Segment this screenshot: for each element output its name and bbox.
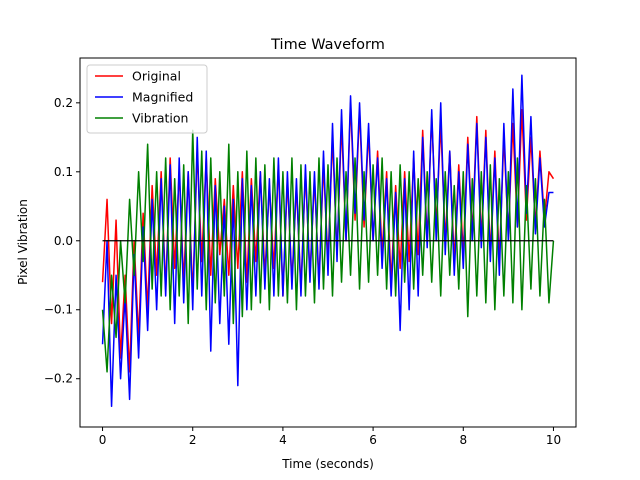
chart-title: Time Waveform [270, 37, 385, 53]
series-line-magnified [101, 74, 554, 408]
y-tick-label: −0.1 [44, 303, 73, 317]
x-tick-label: 0 [99, 433, 107, 447]
legend-box [86, 64, 208, 134]
legend: Original Magnified Vibration [86, 64, 208, 134]
legend-label-magnified: Magnified [132, 90, 193, 105]
y-tick-label: 0.0 [54, 234, 73, 248]
y-tick-label: −0.2 [44, 372, 73, 386]
x-axis-label: Time (seconds) [281, 457, 374, 471]
x-tick-label: 10 [546, 433, 561, 447]
x-tick-label: 8 [459, 433, 467, 447]
x-tick-label: 4 [279, 433, 287, 447]
legend-label-vibration: Vibration [132, 111, 188, 126]
y-tick-label: 0.1 [54, 165, 73, 179]
x-tick-label: 2 [189, 433, 197, 447]
x-tick-label: 6 [369, 433, 377, 447]
plot-area [101, 74, 555, 408]
y-axis-label: Pixel Vibration [16, 199, 30, 285]
series-line-vibration [101, 129, 555, 373]
plot-frame [79, 57, 577, 428]
legend-label-original: Original [132, 69, 181, 84]
y-tick-label: 0.2 [54, 96, 73, 110]
